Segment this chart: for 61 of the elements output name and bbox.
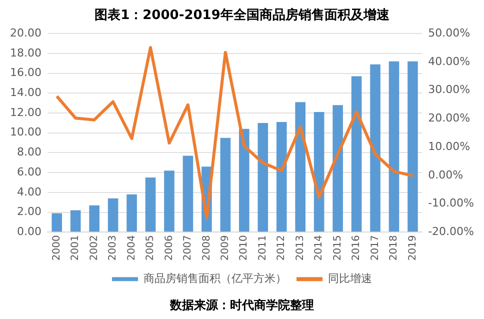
bar: [239, 128, 250, 232]
x-tick-label: 2007: [182, 235, 194, 261]
y-tick-label: 6.00: [16, 165, 42, 178]
y-tick-label: 14.00: [10, 86, 42, 100]
x-tick-label: 2001: [70, 235, 82, 261]
x-tick-label: 2006: [164, 235, 175, 261]
y-tick-label: 4.00: [16, 185, 42, 198]
bar: [276, 122, 287, 232]
y-tick-label: 0.00: [16, 225, 42, 238]
y-tick-label: 20.00: [10, 26, 42, 40]
y-tick-label: 18.00: [10, 46, 42, 60]
bar: [108, 198, 118, 232]
legend-label: 同比增速: [328, 272, 372, 285]
x-tick-label: 2016: [351, 235, 362, 261]
bar: [258, 122, 268, 232]
x-tick-label: 2017: [370, 235, 381, 261]
x-tick-label: 2011: [257, 235, 268, 261]
y2-tick-label: -20.00%: [428, 225, 474, 238]
y-tick-label: 10.00: [10, 126, 42, 139]
bar: [388, 61, 400, 232]
bar: [145, 178, 156, 232]
bar: [126, 194, 137, 232]
x-tick-label: 2013: [294, 235, 306, 261]
y2-tick-label: 20.00%: [428, 112, 470, 125]
y-tick-label: 16.00: [10, 66, 42, 80]
bar: [164, 170, 174, 232]
bar: [70, 210, 81, 232]
x-tick-label: 2005: [145, 235, 156, 261]
y2-tick-label: -10.00%: [428, 196, 474, 210]
legend-label: 商品房销售面积（亿平方米）: [144, 272, 286, 285]
x-tick-label: 2018: [388, 235, 400, 261]
x-tick-label: 2014: [314, 235, 325, 261]
x-tick-label: 2012: [276, 235, 288, 261]
x-tick-label: 2010: [238, 235, 250, 261]
x-tick-label: 2015: [332, 235, 344, 261]
y-tick-label: 12.00: [10, 106, 42, 119]
x-tick-label: 2000: [51, 235, 62, 261]
bar: [52, 213, 62, 232]
y2-tick-label: 40.00%: [428, 54, 470, 68]
x-tick-label: 2003: [108, 235, 119, 261]
x-tick-label: 2002: [88, 235, 100, 261]
x-tick-label: 2008: [201, 235, 212, 261]
bar: [89, 205, 100, 232]
y2-tick-label: 50.00%: [428, 26, 470, 40]
x-tick-label: 2009: [220, 235, 232, 261]
y2-tick-label: 0.00%: [428, 168, 464, 182]
bar: [220, 138, 231, 232]
bar: [408, 61, 418, 232]
y2-tick-label: 10.00%: [428, 140, 470, 153]
chart-title: 图表1：2000-2019年全国商品房销售面积及增速: [94, 7, 390, 24]
bar: [295, 102, 306, 232]
y-tick-label: 8.00: [16, 146, 42, 159]
x-tick-label: 2019: [407, 235, 418, 261]
y2-tick-label: 30.00%: [428, 83, 470, 96]
bar: [182, 156, 194, 232]
x-tick-label: 2004: [126, 235, 138, 261]
source-note: 数据来源：时代商学院整理: [169, 298, 314, 312]
bar: [332, 105, 343, 232]
y-tick-label: 2.00: [16, 205, 42, 218]
bar: [351, 76, 362, 232]
bar: [370, 64, 380, 232]
